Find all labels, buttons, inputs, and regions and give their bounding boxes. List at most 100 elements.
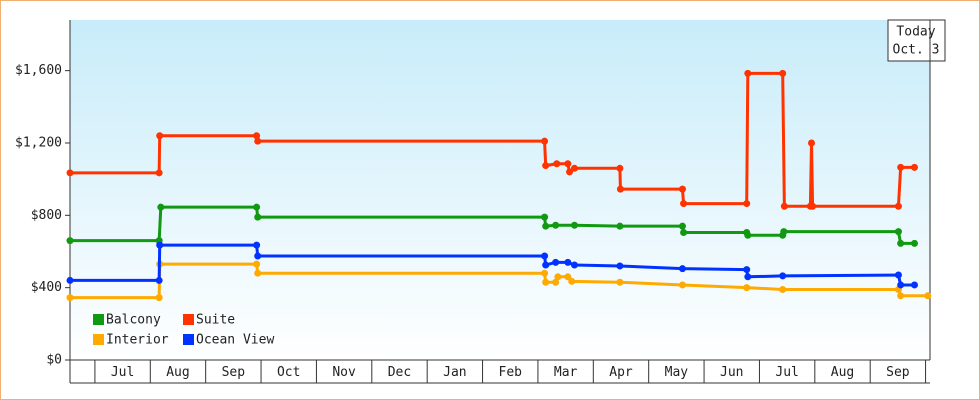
x-tick-label: Jul — [775, 365, 798, 380]
data-point — [568, 277, 576, 285]
data-point — [570, 261, 578, 269]
data-point — [894, 271, 902, 279]
data-point — [616, 262, 624, 270]
x-tick-label: Aug — [166, 365, 189, 380]
series-line — [70, 262, 928, 300]
data-point — [254, 252, 262, 260]
data-point — [616, 185, 624, 193]
data-point — [552, 278, 560, 286]
data-point — [743, 266, 751, 274]
annotation: Oct. 3 — [893, 43, 940, 58]
x-tick-label: Mar — [554, 365, 578, 380]
data-point — [570, 164, 578, 172]
data-point — [541, 137, 549, 145]
legend-label: Interior — [106, 333, 169, 348]
x-tick-label: Nov — [332, 365, 356, 380]
data-point — [66, 276, 74, 284]
data-point — [155, 294, 163, 302]
series — [66, 260, 932, 302]
annotation-box — [887, 19, 946, 62]
data-point — [554, 273, 562, 281]
data-point — [616, 222, 624, 230]
data-point — [66, 237, 74, 245]
x-tick-label: May — [665, 365, 689, 380]
legend-label: Balcony — [106, 313, 161, 328]
data-point — [66, 169, 74, 177]
data-point — [541, 252, 549, 260]
data-point — [542, 162, 550, 170]
data-point — [910, 163, 918, 171]
series-line — [70, 243, 915, 287]
data-point — [156, 132, 164, 140]
data-point — [678, 281, 686, 289]
data-point — [780, 202, 788, 210]
data-point — [678, 265, 686, 273]
data-point — [552, 221, 560, 229]
x-tick-label: Sep — [222, 365, 246, 380]
data-point — [924, 292, 932, 300]
x-tick-label: Jun — [720, 365, 743, 380]
y-tick-label: $800 — [31, 208, 62, 223]
legend-label: Suite — [196, 313, 235, 328]
data-point — [616, 278, 624, 286]
data-point — [552, 258, 560, 266]
legend-label: Ocean View — [196, 333, 274, 348]
data-point — [564, 258, 572, 266]
data-point — [910, 239, 918, 247]
data-point — [254, 269, 262, 277]
x-tick-label: Sep — [886, 365, 910, 380]
data-point — [542, 222, 550, 230]
data-point — [553, 160, 561, 168]
y-tick-label: $1,200 — [15, 135, 62, 150]
data-point — [744, 273, 752, 281]
data-point — [564, 160, 572, 168]
data-point — [542, 278, 550, 286]
x-tick-label: Oct — [277, 365, 300, 380]
data-point — [155, 276, 163, 284]
data-point — [253, 203, 261, 211]
data-point — [155, 169, 163, 177]
data-point — [570, 221, 578, 229]
data-point — [779, 285, 787, 293]
plot-area — [70, 20, 930, 360]
data-point — [744, 69, 752, 77]
data-point — [253, 132, 261, 140]
data-point — [743, 200, 751, 208]
data-point — [807, 139, 815, 147]
data-point — [678, 185, 686, 193]
series — [66, 203, 918, 247]
data-point — [897, 292, 905, 300]
data-point — [542, 261, 550, 269]
x-tick-label: Apr — [609, 365, 633, 380]
series — [66, 69, 918, 210]
data-point — [809, 202, 817, 210]
y-tick-label: $400 — [31, 280, 62, 295]
data-point — [157, 203, 165, 211]
today-box: Today Oct. 3 — [887, 19, 946, 62]
legend-swatch — [93, 314, 104, 325]
x-tick-label: Jan — [443, 365, 466, 380]
x-tick-label: Jul — [111, 365, 134, 380]
data-point — [780, 228, 788, 236]
data-point — [779, 69, 787, 77]
data-point — [894, 202, 902, 210]
legend-swatch — [183, 314, 194, 325]
data-point — [616, 164, 624, 172]
data-point — [897, 281, 905, 289]
data-point — [897, 163, 905, 171]
x-tick-label: Dec — [388, 365, 411, 380]
data-point — [779, 272, 787, 280]
x-tick-label: Feb — [499, 365, 523, 380]
data-point — [565, 168, 573, 176]
data-point — [680, 229, 688, 236]
x-tick-label: Aug — [831, 365, 854, 380]
data-point — [253, 241, 261, 249]
data-point — [743, 284, 751, 292]
data-point — [156, 241, 164, 249]
data-point — [910, 281, 918, 289]
data-point — [254, 213, 262, 221]
data-point — [744, 231, 752, 239]
data-point — [541, 213, 549, 221]
data-point — [66, 294, 74, 302]
